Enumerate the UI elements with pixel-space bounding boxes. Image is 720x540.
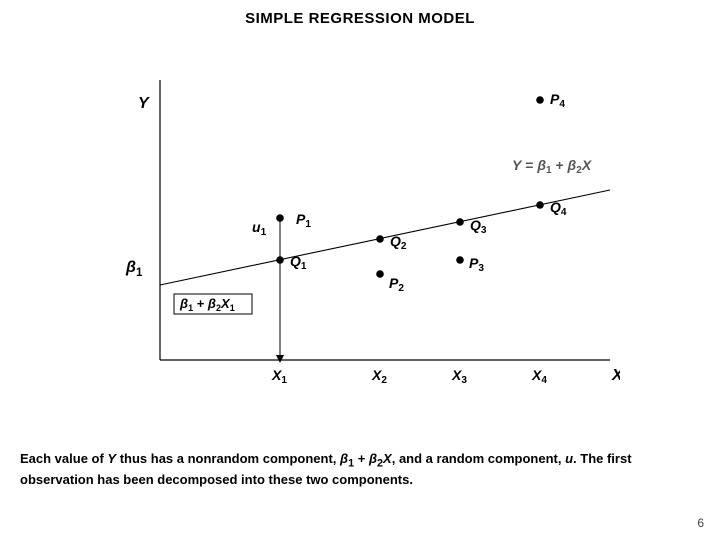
svg-text:Q4: Q4 [550, 199, 567, 218]
svg-text:β1 + β2X1: β1 + β2X1 [179, 296, 235, 313]
caption-text: Each value of Y thus has a nonrandom com… [20, 450, 700, 489]
svg-text:X4: X4 [531, 367, 547, 386]
page-number: 6 [697, 516, 704, 530]
svg-text:P4: P4 [550, 91, 565, 110]
page-title: SIMPLE REGRESSION MODEL [0, 0, 720, 27]
svg-text:P1: P1 [296, 211, 311, 230]
svg-text:X3: X3 [451, 367, 467, 386]
svg-text:X2: X2 [371, 367, 387, 386]
svg-text:Y: Y [138, 95, 150, 112]
svg-text:β1: β1 [125, 259, 143, 279]
regression-plot: Q1 Q2 Q3 Q4 P1 P2 P3 P4 u1 β1 Y X X1 X2 X3 X4 Y = β1 + β… [120, 60, 620, 390]
svg-text:P2: P2 [389, 275, 404, 294]
svg-text:Q1: Q1 [290, 253, 307, 272]
svg-text:P3: P3 [469, 255, 484, 274]
svg-text:Y = β1 + β2X: Y = β1 + β2X [512, 157, 593, 176]
svg-text:u1: u1 [252, 219, 267, 238]
svg-text:Q2: Q2 [390, 233, 407, 252]
svg-text:X1: X1 [271, 367, 287, 386]
svg-text:Q3: Q3 [470, 217, 487, 236]
svg-text:X: X [611, 367, 620, 384]
